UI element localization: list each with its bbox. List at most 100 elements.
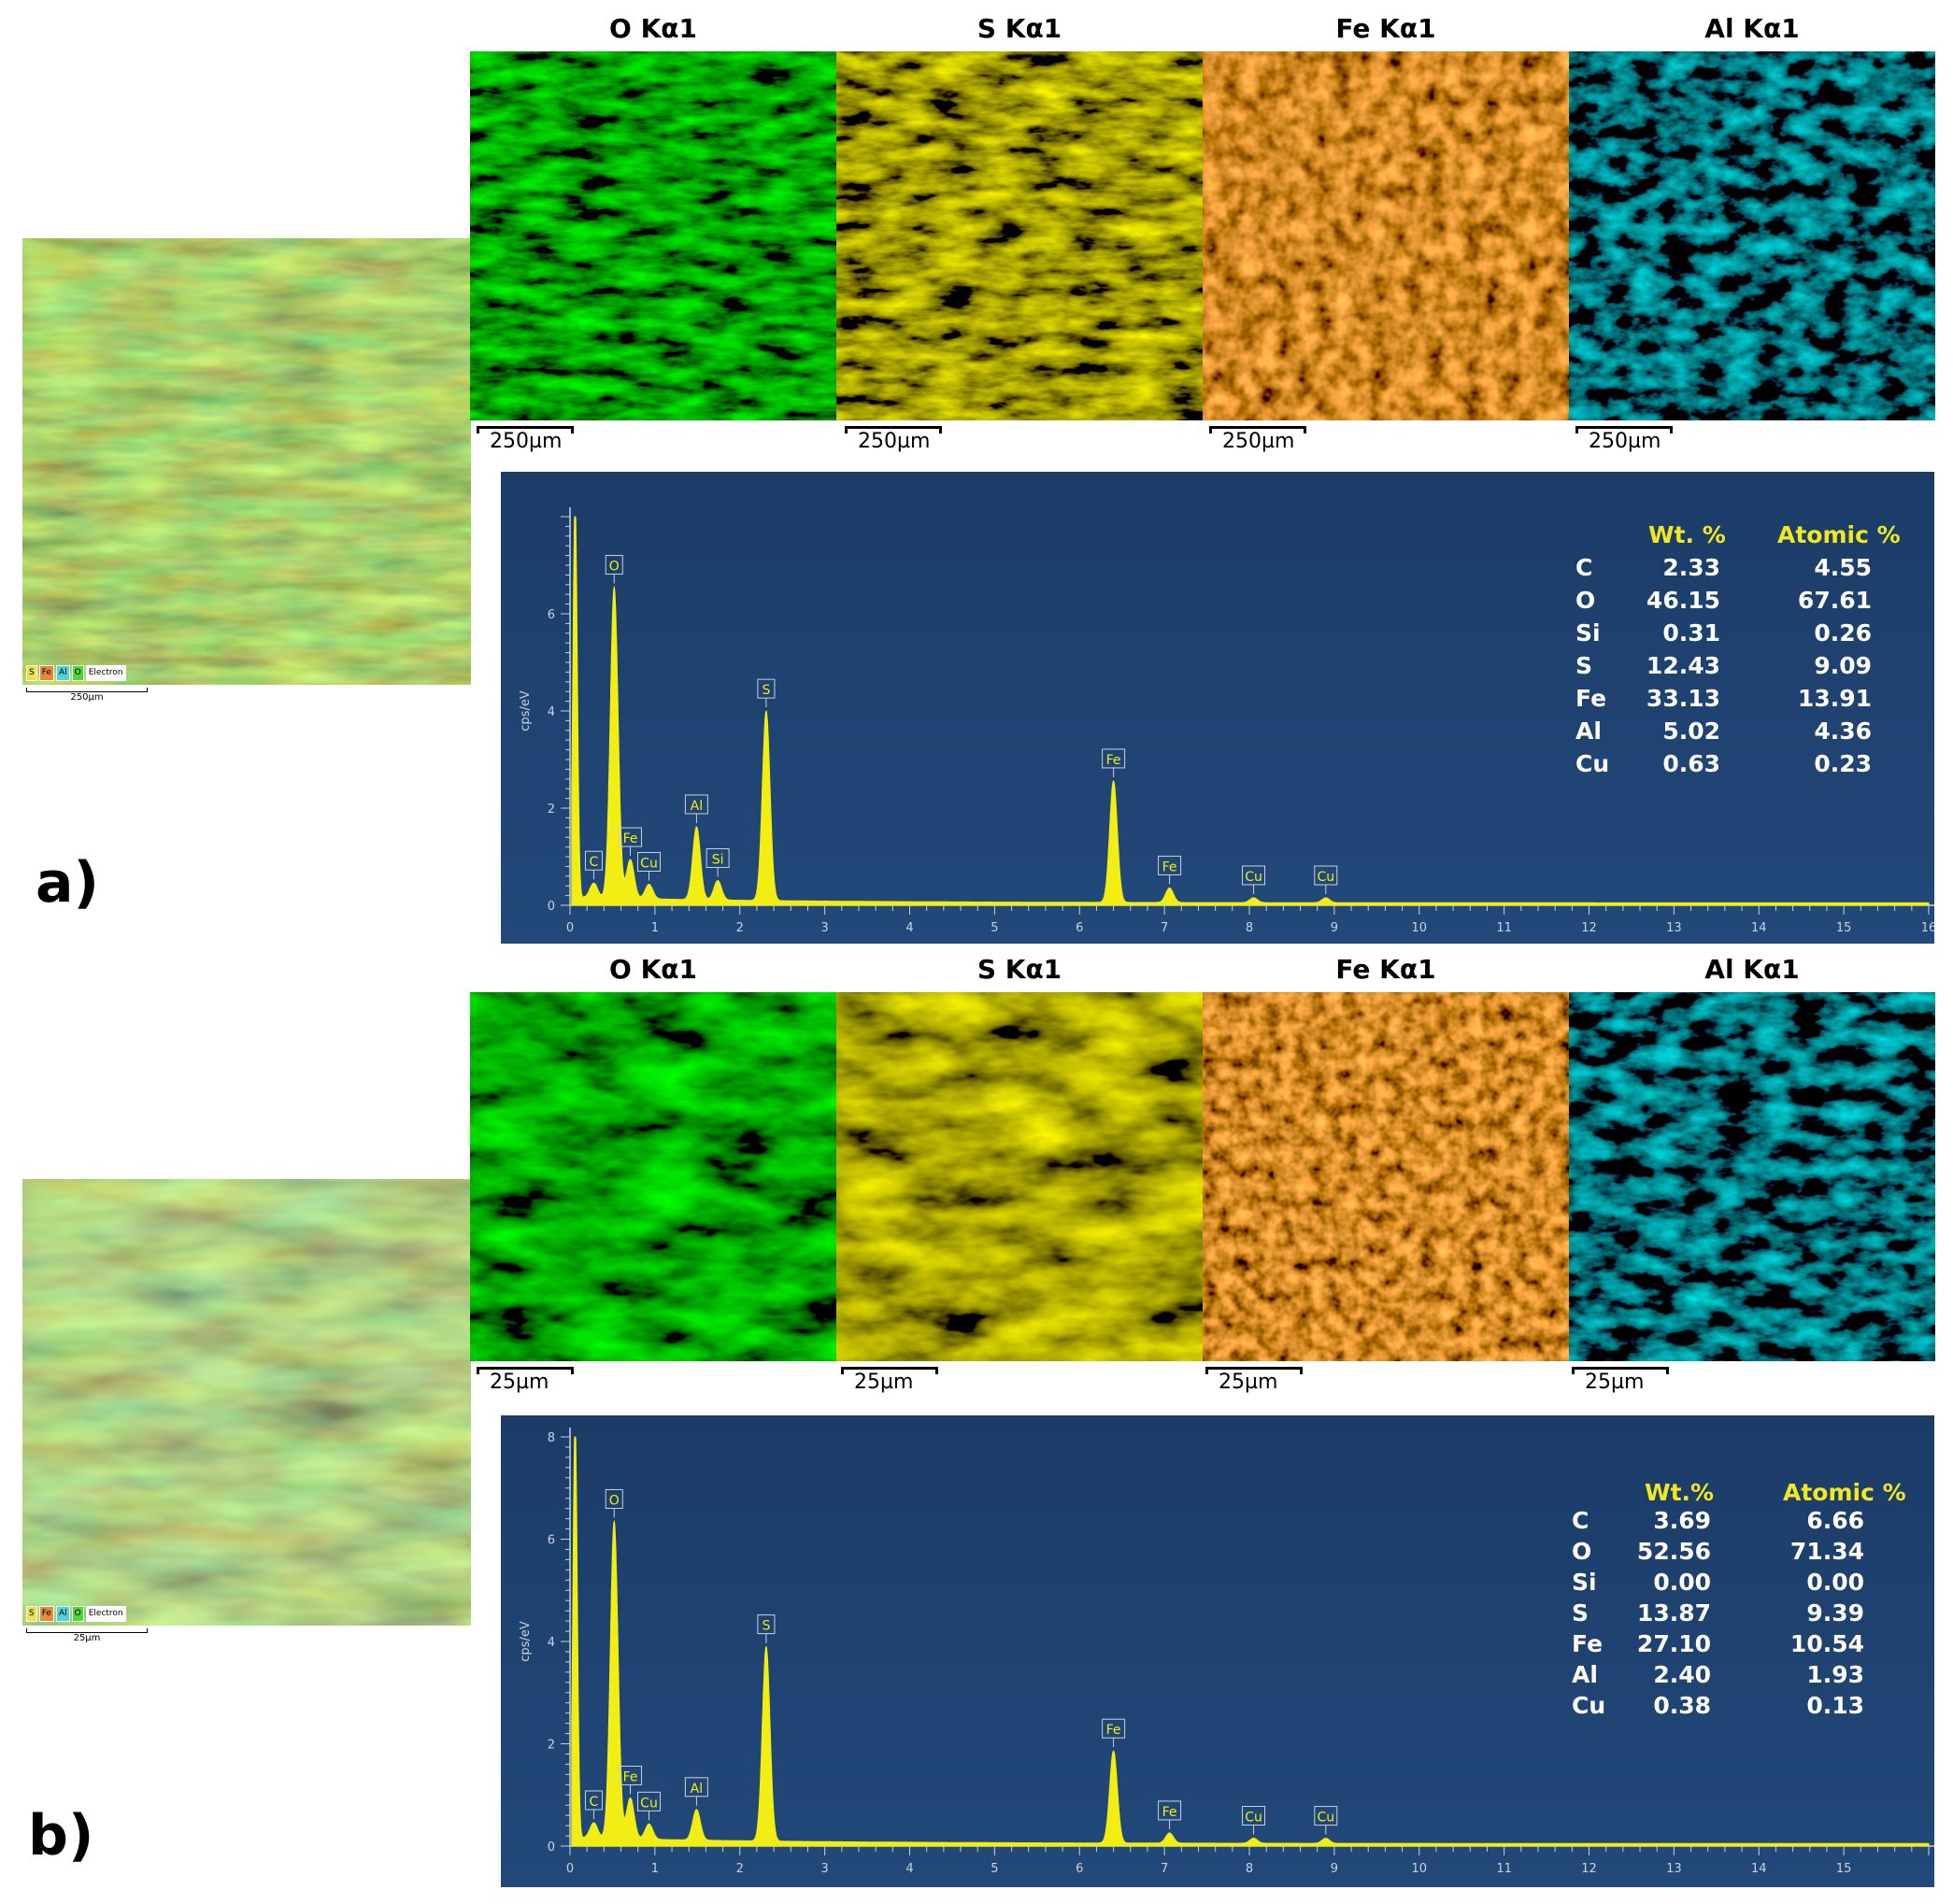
x-tick-label: 10 [1411,921,1427,935]
peak-label-fe: Fe [1102,748,1126,777]
y-tick-label: 4 [548,705,555,719]
x-tick-label: 8 [1246,921,1253,935]
x-tick-label: 9 [1331,921,1338,935]
table-wt-value: 3.69 [1653,1507,1711,1534]
x-tick-label: 1 [651,1862,659,1876]
map-scale-bar-s: 25µm [841,1367,940,1397]
x-tick-label: 9 [1331,1862,1338,1876]
peak-label-o: O [605,1488,623,1518]
peak-label-c: C [584,1790,603,1819]
x-tick-label: 13 [1666,1862,1682,1876]
table-element: C [1575,554,1593,581]
table-element: Al [1572,1661,1598,1688]
x-tick-label: 5 [991,1862,998,1876]
table-wt-value: 5.02 [1662,718,1720,745]
svg-text:C: C [590,1795,599,1810]
table-wt-value: 12.43 [1646,652,1720,679]
svg-text:Cu: Cu [1245,870,1262,885]
x-tick-label: 3 [820,1862,828,1876]
x-tick-label: 12 [1581,921,1597,935]
x-tick-label: 1 [651,921,659,935]
table-element: S [1572,1599,1589,1627]
panel-label-b: b) [28,1803,94,1868]
y-tick-label: 8 [548,1431,555,1445]
spectrum-background [501,1415,1934,1887]
table-atomic-value: 4.36 [1814,718,1872,745]
overlay-scale-bar: 250µm [26,688,148,703]
legend-o: O [71,665,84,681]
spectrum-plot: 0 1 2 3 4 5 6 7 8 9 10 11 12 13 14 15 160246cps/eVCOFeCu… [501,472,1934,944]
x-tick-label: 15 [1836,1862,1852,1876]
x-tick-label: 0 [566,921,574,935]
peak-label-s: S [757,678,776,708]
spectrum-series [571,516,1930,906]
y-axis-label: cps/eV [519,1621,533,1662]
svg-text:Fe: Fe [1106,753,1121,768]
peak-label-fe: Fe [1102,1718,1126,1748]
table-atomic-value: 6.66 [1806,1507,1864,1534]
x-tick-label: 14 [1751,921,1767,935]
table-wt-value: 46.15 [1646,587,1720,614]
peak-label-s: S [757,1614,776,1643]
map-title-al: Al Kα1 [1704,954,1800,985]
table-atomic-value: 0.00 [1806,1569,1864,1596]
legend-fe: Fe [38,1606,54,1622]
x-tick-label: 7 [1161,1862,1168,1876]
map-scale-bar-o: 25µm [477,1367,576,1397]
overlay-scale-label: 250µm [70,692,104,703]
map-title-fe: Fe Kα1 [1335,954,1436,985]
map-scale-bar-fe: 250µm [1209,426,1308,456]
eds-spectrum-b: 0 1 2 3 4 5 6 7 8 9 10 11 12 13 14 15 0 2 4 6 8 cps/eV C O Fe Cu A… [501,1415,1934,1887]
y-axis-label: cps/eV [519,690,533,732]
x-tick-label: 11 [1496,921,1512,935]
peak-label-c: C [584,850,603,880]
table-wt-value: 0.00 [1653,1569,1711,1596]
legend-al: Al [55,665,70,681]
x-tick-label: 3 [820,921,828,935]
y-tick-label: 6 [548,608,555,622]
table-wt-value: 2.33 [1662,554,1720,581]
svg-text:Cu: Cu [640,856,658,871]
legend-electron: Electron [85,665,126,681]
peak-label-cu: Cu [1314,865,1338,895]
element-map-al [1569,51,1935,420]
table-atomic-value: 10.54 [1789,1630,1864,1657]
y-tick-label: 0 [548,1840,555,1854]
table-header-atomic: Atomic % [1783,1479,1906,1506]
x-tick-label: 4 [905,1862,913,1876]
table-element: Si [1575,619,1601,647]
peak-label-al: Al [684,1777,708,1806]
map-title-s: S Kα1 [976,954,1062,985]
svg-text:Cu: Cu [1245,1811,1262,1826]
layered-overlay-image: S Fe Al O Electron [22,238,471,685]
table-atomic-value: 0.23 [1814,750,1872,777]
table-element: Al [1575,718,1602,745]
svg-text:Fe: Fe [1162,1805,1177,1820]
svg-text:S: S [762,1619,770,1634]
svg-text:Fe: Fe [1162,860,1177,874]
map-title-s: S Kα1 [976,13,1062,44]
table-element: O [1572,1538,1592,1565]
legend-fe: Fe [38,665,54,681]
layered-overlay-image: S Fe Al O Electron [22,1179,471,1626]
map-title-al: Al Kα1 [1704,13,1800,44]
element-map-fe [1203,51,1569,420]
eds-spectrum-a: 0 1 2 3 4 5 6 7 8 9 10 11 12 13 14 15 16 0 2 4 6 cps/eV C O Fe Cu… [501,472,1934,944]
table-atomic-value: 9.09 [1814,652,1872,679]
table-wt-value: 52.56 [1636,1538,1711,1565]
x-tick-label: 12 [1581,1862,1597,1876]
y-tick-label: 4 [548,1636,555,1650]
table-element: Cu [1572,1692,1606,1719]
table-header-wt: Wt.% [1645,1479,1715,1506]
svg-text:Cu: Cu [1317,1811,1334,1826]
x-tick-label: 2 [736,921,744,935]
legend-s: S [26,1606,37,1622]
table-wt-value: 0.31 [1662,619,1720,647]
x-tick-label: 14 [1751,1862,1767,1876]
overlay-scale-bar: 25µm [26,1628,148,1643]
svg-text:Fe: Fe [623,831,638,846]
svg-text:C: C [590,855,599,870]
svg-text:Cu: Cu [640,1796,658,1811]
table-element: Si [1572,1569,1597,1596]
table-element: O [1575,587,1596,614]
